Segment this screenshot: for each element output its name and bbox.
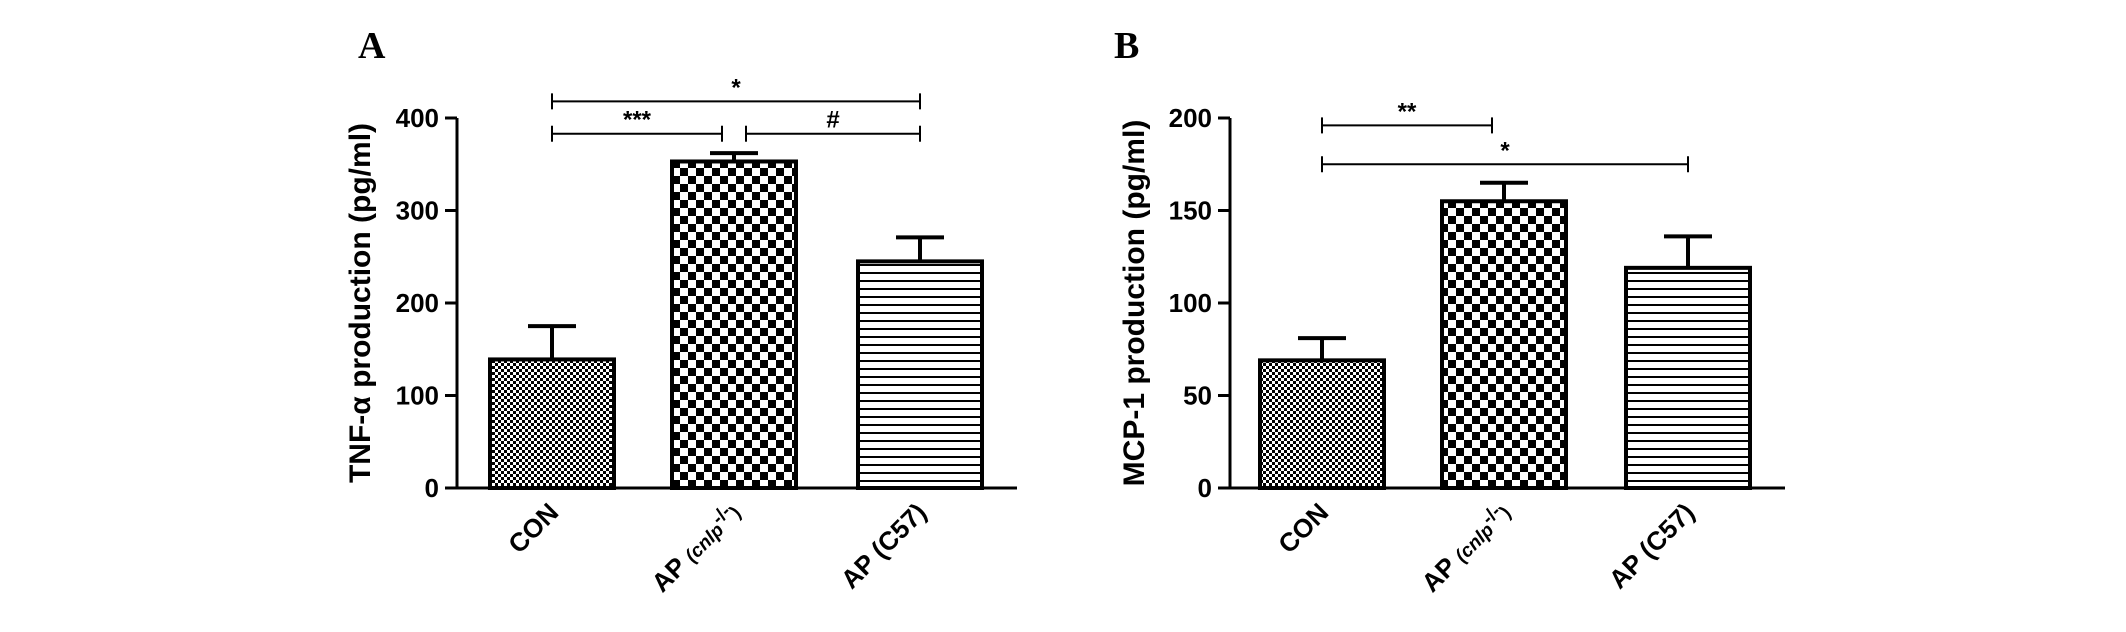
- y-tick-label: 300: [396, 196, 439, 226]
- significance-label: **: [1398, 98, 1417, 125]
- bar: [670, 159, 798, 490]
- significance-label: ***: [623, 107, 652, 134]
- panel-label: A: [358, 25, 386, 67]
- y-tick-label: 100: [1169, 288, 1212, 318]
- y-tick-label: 200: [396, 288, 439, 318]
- bar: [1440, 199, 1568, 490]
- x-tick-label: AP (cnlp-/-): [645, 497, 746, 598]
- y-tick-label: 400: [396, 103, 439, 133]
- x-tick-label: AP (cnlp-/-): [1415, 497, 1516, 598]
- y-tick-label: 0: [1198, 473, 1212, 503]
- bar: [1624, 265, 1752, 490]
- significance-label: *: [731, 74, 741, 101]
- y-tick-label: 50: [1183, 381, 1212, 411]
- panel-a: A TNF-α production (pg/ml) 0 100 200 300 400 CO…: [344, 25, 1017, 598]
- panel-label: B: [1114, 25, 1139, 67]
- y-axis-label: MCP-1 production (pg/ml): [1118, 120, 1151, 487]
- x-tick-label: AP (C57): [835, 497, 933, 595]
- panel-b: B MCP-1 production (pg/ml) 0 50 100 150 200 CON…: [1114, 25, 1785, 598]
- bar: [856, 259, 984, 490]
- x-tick-label: AP (C57): [1603, 497, 1701, 595]
- x-tick-label: CON: [1272, 497, 1334, 559]
- x-tick-label: CON: [502, 497, 564, 559]
- y-tick-label: 200: [1169, 103, 1212, 133]
- bar: [1258, 358, 1386, 491]
- significance-label: *: [1500, 137, 1510, 164]
- bar: [488, 357, 616, 490]
- y-tick-label: 100: [396, 381, 439, 411]
- y-tick-label: 150: [1169, 196, 1212, 226]
- y-tick-label: 0: [425, 473, 439, 503]
- y-axis-label: TNF-α production (pg/ml): [344, 123, 377, 483]
- significance-label: #: [826, 107, 839, 134]
